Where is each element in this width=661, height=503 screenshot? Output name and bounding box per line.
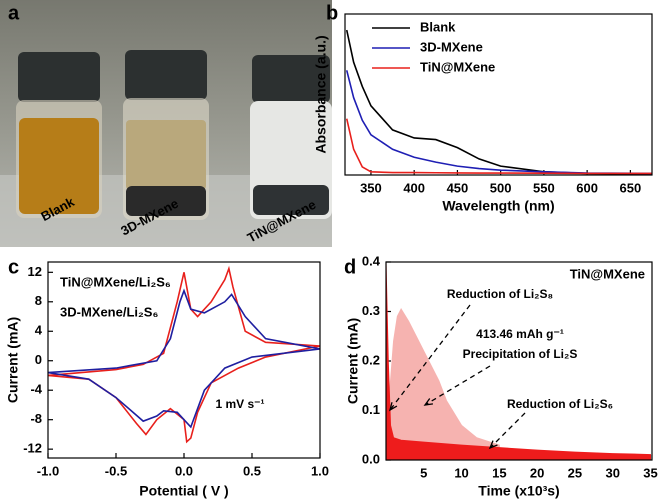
- arrow-head: [423, 398, 434, 406]
- legend-label: TiN@MXene/Li₂S₆: [60, 274, 171, 289]
- arrow: [424, 365, 491, 406]
- y-tick-label: 0.4: [362, 253, 381, 268]
- x-axis-title: Time (x10³s): [478, 483, 559, 499]
- axes-frame: [47, 261, 321, 459]
- plot-area: [345, 29, 653, 175]
- annotation: 1 mV s⁻¹: [215, 397, 264, 411]
- panel-label: b: [326, 2, 338, 24]
- legend-label: 3D-MXene/Li₂S₆: [60, 304, 158, 319]
- panel-label: a: [8, 2, 20, 24]
- y-tick-label: 0.2: [362, 352, 380, 367]
- y-axis-title: Current (mA): [5, 317, 21, 403]
- area: [387, 308, 500, 461]
- panel-label: c: [8, 256, 19, 278]
- x-tick-label: 10: [454, 465, 468, 480]
- x-tick-label: 600: [576, 180, 598, 195]
- x-tick-label: 0.5: [243, 463, 261, 478]
- y-tick-label: 0.3: [362, 303, 380, 318]
- annotation: Reduction of Li₂S₈: [447, 287, 553, 301]
- x-tick-label: 25: [568, 465, 582, 480]
- line: [345, 29, 653, 175]
- annotation: Reduction of Li₂S₆: [507, 397, 613, 411]
- x-tick-label: 5: [420, 465, 427, 480]
- legend-label: 3D-MXene: [420, 39, 483, 54]
- y-tick-label: 0: [35, 352, 42, 367]
- legend-label: Blank: [420, 19, 456, 34]
- x-tick-label: -0.5: [105, 463, 127, 478]
- axes-frame: [344, 13, 653, 176]
- panel-label: d: [344, 256, 356, 278]
- arrow: [489, 412, 526, 449]
- chart: b Wavelength (nm) Absorbance (a.u.) 350 400 4…: [313, 2, 653, 214]
- y-axis-title: Current (mA): [345, 318, 361, 404]
- line: [345, 70, 653, 175]
- line: [47, 265, 321, 444]
- arrow: [389, 304, 471, 411]
- line: [345, 118, 652, 175]
- x-tick-label: 400: [403, 180, 425, 195]
- legend-label: TiN@MXene: [420, 59, 495, 74]
- plot-area: [47, 265, 321, 444]
- plot-area: [385, 261, 651, 461]
- annotation: Precipitation of Li₂S: [463, 347, 578, 361]
- y-tick-label: 12: [28, 264, 42, 279]
- y-axis-title: Absorbance (a.u.): [313, 35, 329, 153]
- x-tick-label: 450: [447, 180, 469, 195]
- y-tick-label: -4: [30, 382, 42, 397]
- x-tick-label: 15: [492, 465, 506, 480]
- y-tick-label: 0.0: [362, 451, 380, 466]
- x-tick-label: 35: [643, 465, 657, 480]
- arrow-head: [388, 402, 398, 412]
- x-tick-label: 30: [605, 465, 619, 480]
- photo: a: [0, 0, 332, 247]
- x-tick-label: 650: [620, 180, 642, 195]
- y-tick-label: -12: [23, 441, 42, 456]
- x-tick-label: 550: [533, 180, 555, 195]
- x-tick-label: 1.0: [311, 463, 329, 478]
- y-tick-label: -8: [30, 411, 42, 426]
- x-axis-title: Wavelength (nm): [442, 198, 554, 214]
- vial: [250, 55, 332, 219]
- y-tick-label: 4: [35, 323, 43, 338]
- area: [385, 261, 651, 461]
- legend-label: TiN@MXene: [570, 266, 645, 281]
- vial: [16, 52, 102, 218]
- y-tick-label: 8: [35, 293, 42, 308]
- x-axis-title: Potential ( V ): [139, 483, 228, 499]
- vial: [123, 50, 209, 220]
- chart: c Potential ( V ) Current (mA) -1.0 -0.5 0.0 0…: [5, 256, 329, 498]
- x-tick-label: 350: [360, 180, 382, 195]
- annotation: 413.46 mAh g⁻¹: [476, 327, 564, 341]
- y-tick-label: 0.1: [362, 402, 380, 417]
- x-tick-label: -1.0: [37, 463, 59, 478]
- x-tick-label: 500: [490, 180, 512, 195]
- x-tick-label: 0.0: [175, 463, 193, 478]
- chart: d Time (x10³s) Current (mA) 5 10 15 20 25 30 35 0.…: [344, 253, 658, 498]
- arrow-head: [488, 440, 498, 450]
- axes-frame: [385, 261, 653, 461]
- x-tick-label: 20: [530, 465, 544, 480]
